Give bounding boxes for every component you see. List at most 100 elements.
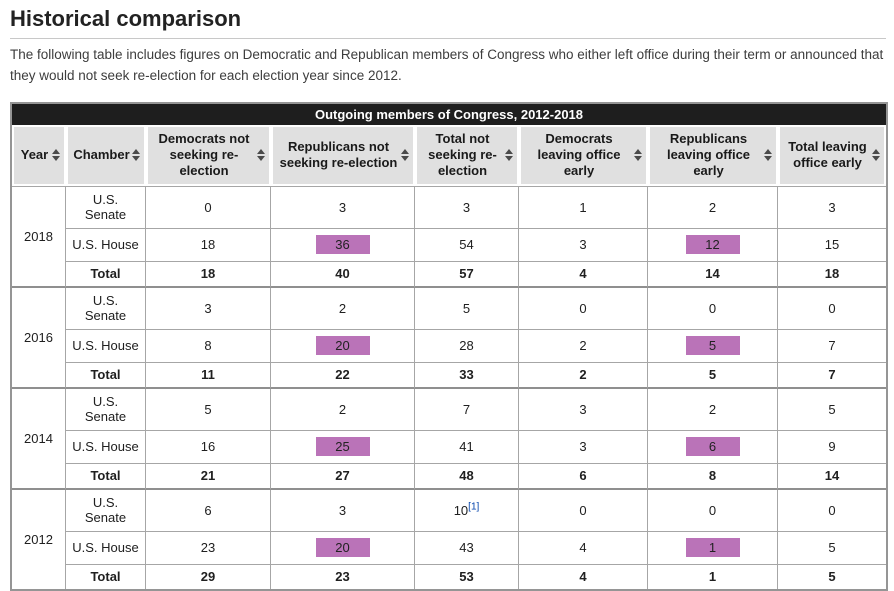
column-header-label: Democrats leaving office early: [537, 130, 621, 179]
year-cell: 2014: [12, 388, 66, 490]
value-cell: 33: [415, 362, 519, 389]
value-cell: 0: [519, 287, 648, 330]
value-cell: 22: [271, 362, 415, 389]
congress-table-container: Outgoing members of Congress, 2012-2018 …: [10, 101, 888, 591]
value-cell: 3: [415, 185, 519, 229]
value-cell: 23: [271, 564, 415, 589]
value-cell: 1: [519, 185, 648, 229]
highlighted-value: 36: [315, 235, 370, 255]
sort-icon: [52, 149, 60, 162]
chamber-cell: U.S. House: [66, 430, 146, 464]
column-header-total-leaving-office-early[interactable]: Total leaving office early: [778, 124, 886, 186]
value-cell: 18: [146, 261, 271, 288]
page-title: Historical comparison: [10, 4, 886, 39]
chamber-cell: U.S. House: [66, 531, 146, 565]
year-cell: 2016: [12, 287, 66, 389]
value-cell: 57: [415, 261, 519, 288]
chamber-cell: Total: [66, 463, 146, 490]
value-cell: 36: [271, 228, 415, 262]
sort-icon: [401, 149, 409, 162]
value-cell: 2: [648, 388, 778, 431]
value-cell: 3: [519, 430, 648, 464]
column-header-republicans-not-seeking-re-election[interactable]: Republicans not seeking re-election: [271, 124, 415, 186]
chamber-cell: U.S. House: [66, 329, 146, 363]
value-cell: 54: [415, 228, 519, 262]
value-cell: 5: [778, 531, 886, 565]
column-header-democrats-leaving-office-early[interactable]: Democrats leaving office early: [519, 124, 648, 186]
chamber-cell: Total: [66, 362, 146, 389]
value-cell: 0: [146, 185, 271, 229]
column-header-label: Year: [20, 147, 49, 163]
sort-icon: [872, 149, 880, 162]
table-row: Total 11 22 33 2 5 7: [12, 362, 886, 389]
footnote-sup: [1]: [468, 501, 479, 512]
value-cell: 6: [648, 430, 778, 464]
value-cell: 5: [778, 564, 886, 589]
value-cell: 18: [146, 228, 271, 262]
highlighted-value: 20: [315, 336, 370, 356]
year-cell: 2012: [12, 489, 66, 589]
value-cell: 7: [778, 362, 886, 389]
table-row: U.S. House 8 20 28 2 5 7: [12, 329, 886, 363]
value-cell: 4: [519, 531, 648, 565]
column-header-chamber[interactable]: Chamber: [66, 124, 146, 186]
column-header-label: Chamber: [73, 147, 130, 163]
sort-icon: [505, 149, 513, 162]
table-row: U.S. House 16 25 41 3 6 9: [12, 430, 886, 464]
value-cell: 5: [648, 362, 778, 389]
value-cell: 8: [146, 329, 271, 363]
value-cell: 6: [519, 463, 648, 490]
value-cell: 3: [519, 228, 648, 262]
value-cell: 12: [648, 228, 778, 262]
year-group-2016: 2016 U.S. Senate 3 2 5 0 0 0 U.S. House 8 20 28 2 5 7 T…: [12, 287, 886, 389]
value-cell: 41: [415, 430, 519, 464]
highlighted-value: 20: [315, 538, 370, 558]
value-cell: 15: [778, 228, 886, 262]
table-row: 2012 U.S. Senate 6 3 10[1] 0 0 0: [12, 489, 886, 589]
column-header-label: Total not seeking re-election: [428, 130, 497, 179]
value-cell: 8: [648, 463, 778, 490]
year-group-2012: 2012 U.S. Senate 6 3 10[1] 0 0 0 U.S. House 23 20 4…: [12, 489, 886, 589]
value-cell: 1: [648, 564, 778, 589]
chamber-cell: U.S. Senate: [66, 388, 146, 431]
value-cell: 48: [415, 463, 519, 490]
value-cell: 3: [519, 388, 648, 431]
year-cell: 2018: [12, 185, 66, 288]
highlighted-value: 25: [315, 437, 370, 457]
sort-icon: [634, 149, 642, 162]
column-header-democrats-not-seeking-re-election[interactable]: Democrats not seeking re-election: [146, 124, 271, 186]
value-cell: 3: [146, 287, 271, 330]
year-group-2018: 2018 U.S. Senate 0 3 3 1 2 3 U.S. House 18 36 54 3 12…: [12, 185, 886, 288]
value-cell: 1: [648, 531, 778, 565]
footnote-link[interactable]: [1]: [468, 501, 480, 513]
value-cell: 3: [271, 489, 415, 532]
value-cell: 27: [271, 463, 415, 490]
value-cell: 5: [415, 287, 519, 330]
table-row: 2016 U.S. Senate 3 2 5 0 0 0: [12, 287, 886, 389]
column-header-year[interactable]: Year: [12, 124, 66, 186]
chamber-cell: Total: [66, 564, 146, 589]
column-header-label: Democrats not seeking re-election: [158, 130, 250, 179]
value-cell: 20: [271, 531, 415, 565]
chamber-cell: U.S. Senate: [66, 185, 146, 229]
value-cell: 7: [415, 388, 519, 431]
table-row: Total 18 40 57 4 14 18: [12, 261, 886, 288]
value-cell: 0: [648, 489, 778, 532]
highlighted-value: 6: [685, 437, 740, 457]
table-row: U.S. House 23 20 43 4 1 5: [12, 531, 886, 565]
column-header-label: Total leaving office early: [788, 138, 867, 171]
sort-icon: [764, 149, 772, 162]
value-cell: 6: [146, 489, 271, 532]
value-cell: 14: [648, 261, 778, 288]
table-row: Total 21 27 48 6 8 14: [12, 463, 886, 490]
column-header-total-not-seeking-re-election[interactable]: Total not seeking re-election: [415, 124, 519, 186]
value-cell: 40: [271, 261, 415, 288]
column-header-republicans-leaving-office-early[interactable]: Republicans leaving office early: [648, 124, 778, 186]
table-row: U.S. House 18 36 54 3 12 15: [12, 228, 886, 262]
value-cell: 20: [271, 329, 415, 363]
highlighted-value: 1: [685, 538, 740, 558]
value-cell: 9: [778, 430, 886, 464]
value-cell: 16: [146, 430, 271, 464]
value-cell: 4: [519, 261, 648, 288]
